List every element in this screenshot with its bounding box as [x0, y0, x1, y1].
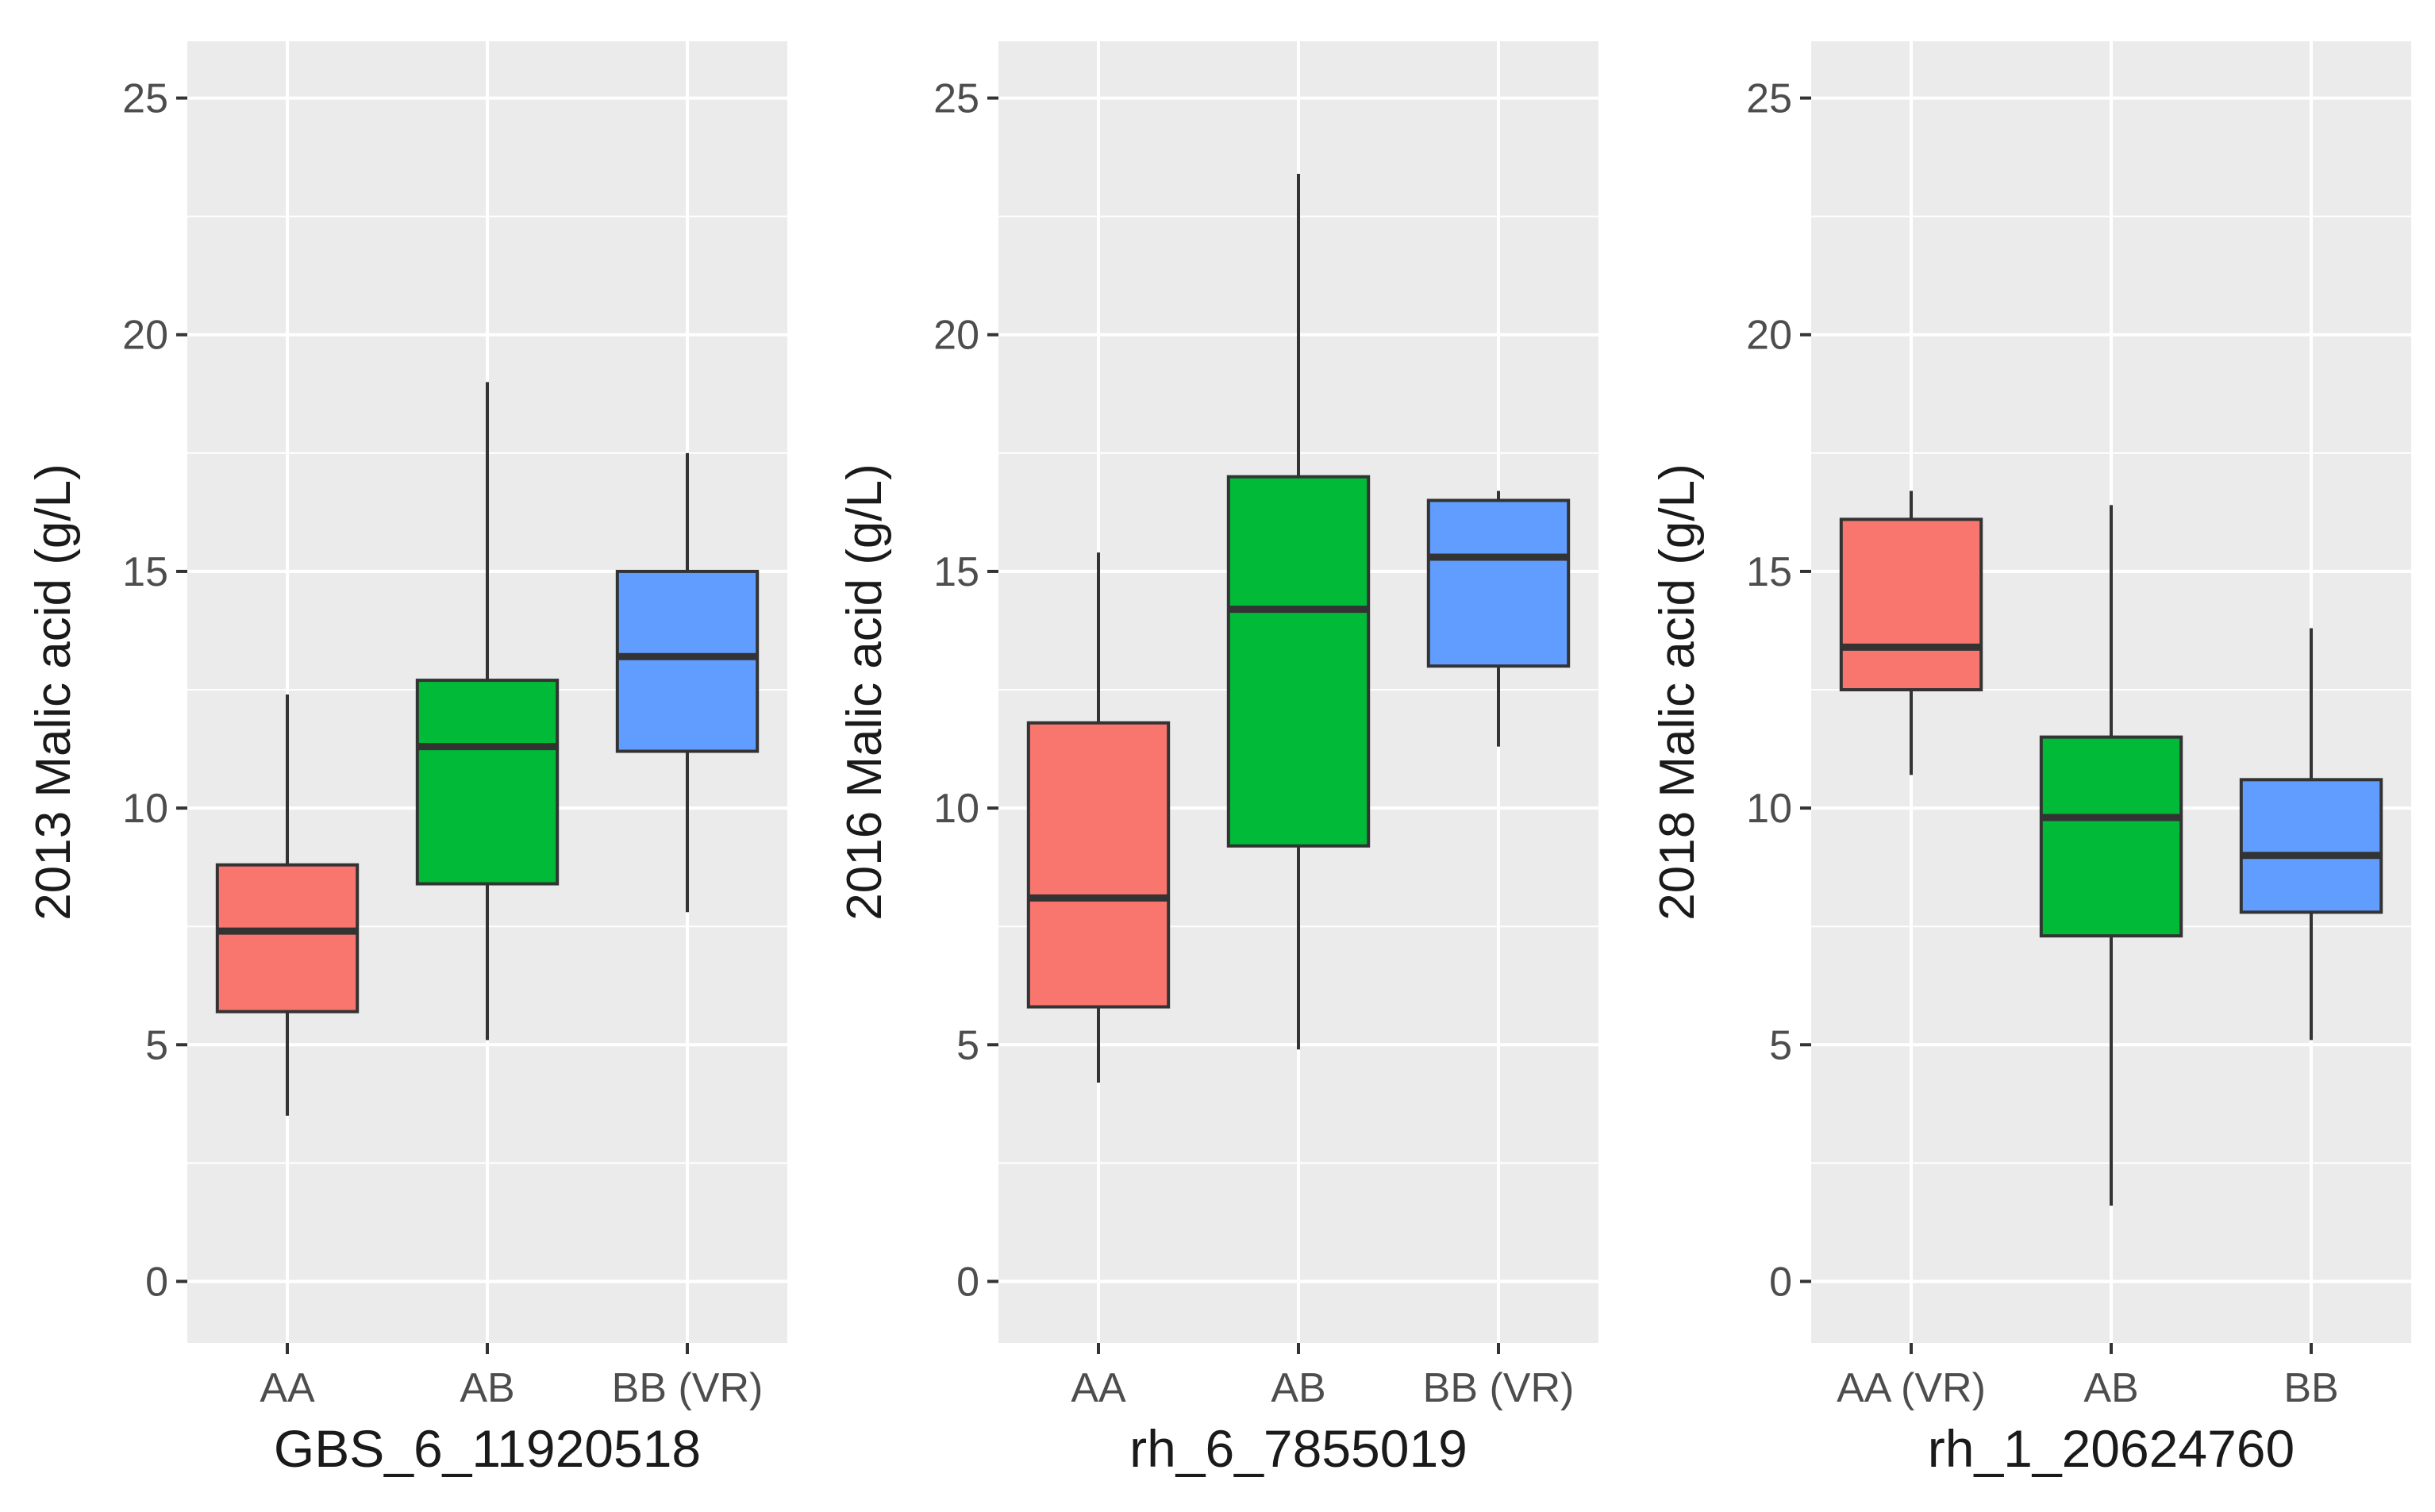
y-tick-label: 5	[1769, 1022, 1792, 1068]
y-axis-title: 2018 Malic acid (g/L)	[1650, 464, 1705, 921]
y-tick-label: 15	[1746, 549, 1792, 595]
y-tick-label: 15	[122, 549, 168, 595]
y-tick-label: 15	[933, 549, 979, 595]
box-iqr	[1839, 517, 1983, 692]
box-ab	[2039, 505, 2183, 1206]
box-bb	[2239, 628, 2383, 1041]
y-axis-title: 2013 Malic acid (g/L)	[26, 464, 81, 921]
y-tick-label: 0	[956, 1259, 979, 1305]
y-tick-label: 10	[122, 786, 168, 832]
y-tick-label: 5	[145, 1022, 168, 1068]
x-axis-title: GBS_6_11920518	[274, 1419, 701, 1478]
box-iqr	[215, 863, 360, 1014]
y-tick-label: 5	[956, 1022, 979, 1068]
box-aa	[1026, 552, 1171, 1083]
box-aa	[215, 694, 360, 1116]
box-bb-vr-	[1426, 491, 1571, 747]
x-tick-label: AA	[260, 1365, 315, 1411]
y-tick-label: 0	[1769, 1259, 1792, 1305]
x-tick-label: AA	[1071, 1365, 1126, 1411]
y-tick-label: 10	[1746, 786, 1792, 832]
y-tick-label: 20	[933, 313, 979, 359]
panel-1: 0 5 10 15 20 25 AA AB BB (VR) GBS_6_11920518 2013 …	[26, 41, 787, 1478]
y-tick-label: 25	[933, 76, 979, 122]
y-tick-label: 20	[1746, 313, 1792, 359]
box-iqr	[615, 569, 760, 753]
box-iqr	[2039, 735, 2183, 938]
y-axis-title: 2016 Malic acid (g/L)	[837, 464, 892, 921]
box-ab	[415, 382, 560, 1041]
x-axis-title: rh_1_20624760	[1928, 1419, 2295, 1478]
y-tick-label: 25	[122, 76, 168, 122]
panel-3: 0 5 10 15 20 25 AA (VR) AB BB rh_1_20624760 2018 M…	[1650, 41, 2411, 1478]
y-tick-label: 25	[1746, 76, 1792, 122]
x-tick-label: BB (VR)	[1423, 1365, 1575, 1411]
y-tick-label: 0	[145, 1259, 168, 1305]
x-tick-label: AB	[460, 1365, 514, 1411]
box-iqr	[1226, 475, 1371, 848]
x-tick-label: AB	[1271, 1365, 1325, 1411]
x-tick-label: BB	[2283, 1365, 2338, 1411]
box-iqr	[1426, 498, 1571, 668]
x-axis-title: rh_6_7855019	[1129, 1419, 1468, 1478]
x-tick-label: BB (VR)	[612, 1365, 764, 1411]
x-tick-label: AB	[2083, 1365, 2138, 1411]
box-aa-vr-	[1839, 491, 1983, 775]
panel-2: 0 5 10 15 20 25 AA AB BB (VR) rh_6_7855019 2016 Ma…	[837, 41, 1598, 1478]
box-iqr	[2239, 778, 2383, 914]
box-ab	[1226, 173, 1371, 1050]
y-tick-label: 10	[933, 786, 979, 832]
box-iqr	[415, 679, 560, 886]
box-bb-vr-	[615, 452, 760, 913]
y-tick-label: 20	[122, 313, 168, 359]
x-tick-label: AA (VR)	[1837, 1365, 1986, 1411]
box-iqr	[1026, 721, 1171, 1009]
